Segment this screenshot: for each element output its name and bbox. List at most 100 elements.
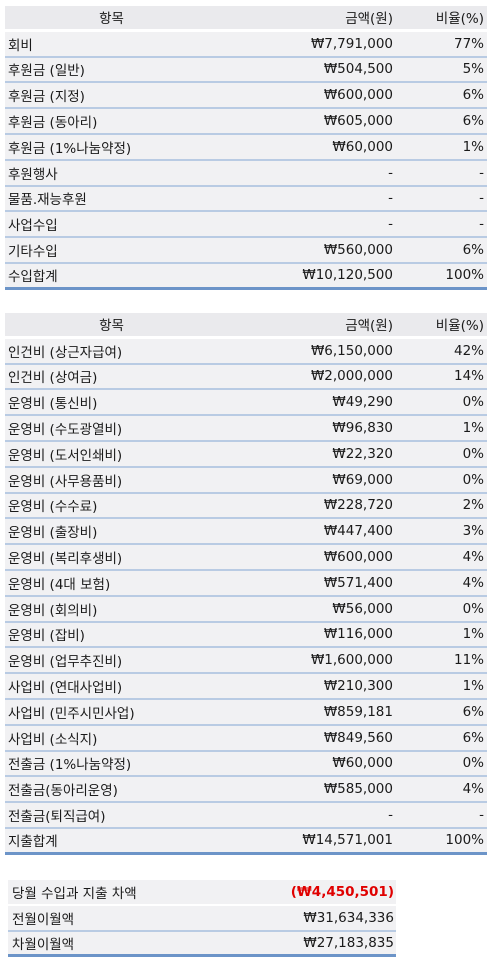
income-ratio: 6% (462, 242, 484, 259)
expense-item: 전출금(동아리운영) (8, 783, 118, 800)
expense-item: 운영비 (잡비) (8, 628, 85, 645)
expense-amount: ₩849,560 (323, 729, 393, 746)
income-item: 후원행사 (8, 166, 58, 183)
expense-row: 사업비 (소식지) ₩849,560 6% (5, 725, 487, 752)
expense-header-item: 항목 (99, 318, 124, 335)
expense-ratio: 4% (462, 549, 484, 566)
expense-amount: ₩56,000 (332, 600, 393, 617)
income-item: 물품.재능후원 (8, 192, 87, 209)
expense-item: 운영비 (수수료) (8, 499, 98, 516)
previous-balance-value: ₩31,634,336 (303, 909, 394, 926)
income-item: 후원금 (1%나눔약정) (8, 140, 132, 157)
expense-header-ratio: 비율(%) (435, 318, 484, 335)
income-total-ratio: 100% (445, 267, 484, 284)
income-ratio: 6% (462, 87, 484, 104)
income-row: 물품.재능후원 - - (5, 186, 487, 213)
expense-row: 사업비 (민주시민사업) ₩859,181 6% (5, 699, 487, 726)
income-ratio: 5% (462, 61, 484, 78)
expense-row: 운영비 (4대 보험) ₩571,400 4% (5, 570, 487, 597)
income-row: 후원금 (지정) ₩600,000 6% (5, 83, 487, 110)
income-item: 후원금 (일반) (8, 63, 85, 80)
balance-summary: 당월 수입과 지출 차액 (₩4,450,501) 전월이월액 ₩31,634,… (8, 880, 396, 958)
expense-ratio: 0% (462, 445, 484, 462)
expense-ratio: 42% (453, 342, 484, 359)
expense-amount: ₩96,830 (332, 420, 393, 437)
income-row: 기타수입 ₩560,000 6% (5, 238, 487, 264)
expense-amount: ₩210,300 (323, 678, 393, 695)
expense-ratio: 1% (462, 420, 484, 437)
expense-item: 전출금(퇴직급여) (8, 809, 106, 826)
expense-row: 운영비 (통신비) ₩49,290 0% (5, 390, 487, 417)
expense-amount: - (388, 807, 393, 824)
expense-amount: ₩571,400 (323, 574, 393, 591)
income-amount: - (388, 216, 393, 233)
expense-item: 전출금 (1%나눔약정) (8, 757, 132, 774)
expense-ratio: 4% (462, 574, 484, 591)
expense-item: 운영비 (사무용품비) (8, 473, 123, 490)
income-total-amount: ₩10,120,500 (302, 267, 393, 284)
income-amount: ₩60,000 (332, 138, 393, 155)
expense-ratio: 14% (453, 368, 484, 385)
income-amount: ₩504,500 (323, 61, 393, 78)
expense-row: 운영비 (수수료) ₩228,720 2% (5, 493, 487, 520)
income-ratio: - (479, 164, 484, 181)
expense-amount: ₩116,000 (323, 626, 393, 643)
expense-row: 전출금(퇴직급여) - - (5, 803, 487, 829)
difference-value: (₩4,450,501) (290, 883, 394, 900)
income-ratio: - (479, 216, 484, 233)
expense-item: 사업비 (소식지) (8, 731, 98, 748)
expense-amount: ₩1,600,000 (310, 652, 393, 669)
previous-balance-row: 전월이월액 ₩31,634,336 (8, 905, 396, 932)
expense-item: 인건비 (상여금) (8, 370, 98, 387)
expense-row: 인건비 (상여금) ₩2,000,000 14% (5, 364, 487, 391)
expense-item: 운영비 (4대 보험) (8, 576, 111, 593)
income-amount: ₩600,000 (323, 87, 393, 104)
income-amount: ₩7,791,000 (310, 35, 393, 52)
income-header-row: 항목 금액(원) 비율(%) (5, 6, 487, 32)
expense-row: 운영비 (복리후생비) ₩600,000 4% (5, 545, 487, 571)
expense-ratio: 4% (462, 781, 484, 798)
expense-ratio: 1% (462, 626, 484, 643)
income-amount: - (388, 164, 393, 181)
expense-amount: ₩859,181 (323, 703, 393, 720)
expense-item: 운영비 (도서인쇄비) (8, 447, 123, 464)
expense-item: 사업비 (연대사업비) (8, 680, 123, 697)
expense-amount: ₩2,000,000 (310, 368, 393, 385)
expense-row: 사업비 (연대사업비) ₩210,300 1% (5, 674, 487, 700)
income-row: 후원금 (1%나눔약정) ₩60,000 1% (5, 134, 487, 161)
income-row: 후원금 (동아리) ₩605,000 6% (5, 109, 487, 135)
expense-ratio: 1% (462, 678, 484, 695)
expense-item: 인건비 (상근자급여) (8, 344, 123, 361)
difference-row: 당월 수입과 지출 차액 (₩4,450,501) (8, 880, 396, 906)
expense-item: 운영비 (수도광열비) (8, 422, 123, 439)
expense-amount: ₩585,000 (323, 781, 393, 798)
expense-row: 운영비 (잡비) ₩116,000 1% (5, 622, 487, 649)
income-item: 후원금 (동아리) (8, 115, 98, 132)
income-rows: 회비 ₩7,791,000 77% 후원금 (일반) ₩504,500 5% 후원금 (지정… (5, 31, 487, 264)
income-total-label: 수입합계 (8, 269, 58, 286)
expense-row: 운영비 (업무추진비) ₩1,600,000 11% (5, 648, 487, 675)
difference-label: 당월 수입과 지출 차액 (12, 885, 137, 902)
expense-item: 사업비 (민주시민사업) (8, 705, 135, 722)
expense-ratio: 6% (462, 703, 484, 720)
income-header-item: 항목 (99, 11, 124, 28)
income-item: 회비 (8, 37, 33, 54)
income-ratio: 77% (453, 35, 484, 52)
expense-amount: ₩228,720 (323, 497, 393, 514)
expense-amount: ₩22,320 (332, 445, 393, 462)
expense-total-label: 지출합계 (8, 834, 58, 851)
income-amount: ₩560,000 (323, 242, 393, 259)
income-row: 사업수입 - - (5, 212, 487, 239)
expense-total-row: 지출합계 ₩14,571,001 100% (5, 828, 487, 855)
income-ratio: 6% (462, 113, 484, 130)
expense-ratio: 11% (453, 652, 484, 669)
expense-row: 운영비 (회의비) ₩56,000 0% (5, 596, 487, 623)
income-table: 항목 금액(원) 비율(%) 회비 ₩7,791,000 77% 후원금 (일반) ₩5… (5, 6, 487, 290)
next-balance-label: 차월이월액 (12, 936, 75, 953)
expense-ratio: 0% (462, 394, 484, 411)
expense-row: 운영비 (도서인쇄비) ₩22,320 0% (5, 441, 487, 468)
income-item: 기타수입 (8, 244, 58, 261)
expense-row: 전출금(동아리운영) ₩585,000 4% (5, 777, 487, 804)
expense-amount: ₩6,150,000 (310, 342, 393, 359)
income-header-ratio: 비율(%) (435, 11, 484, 28)
